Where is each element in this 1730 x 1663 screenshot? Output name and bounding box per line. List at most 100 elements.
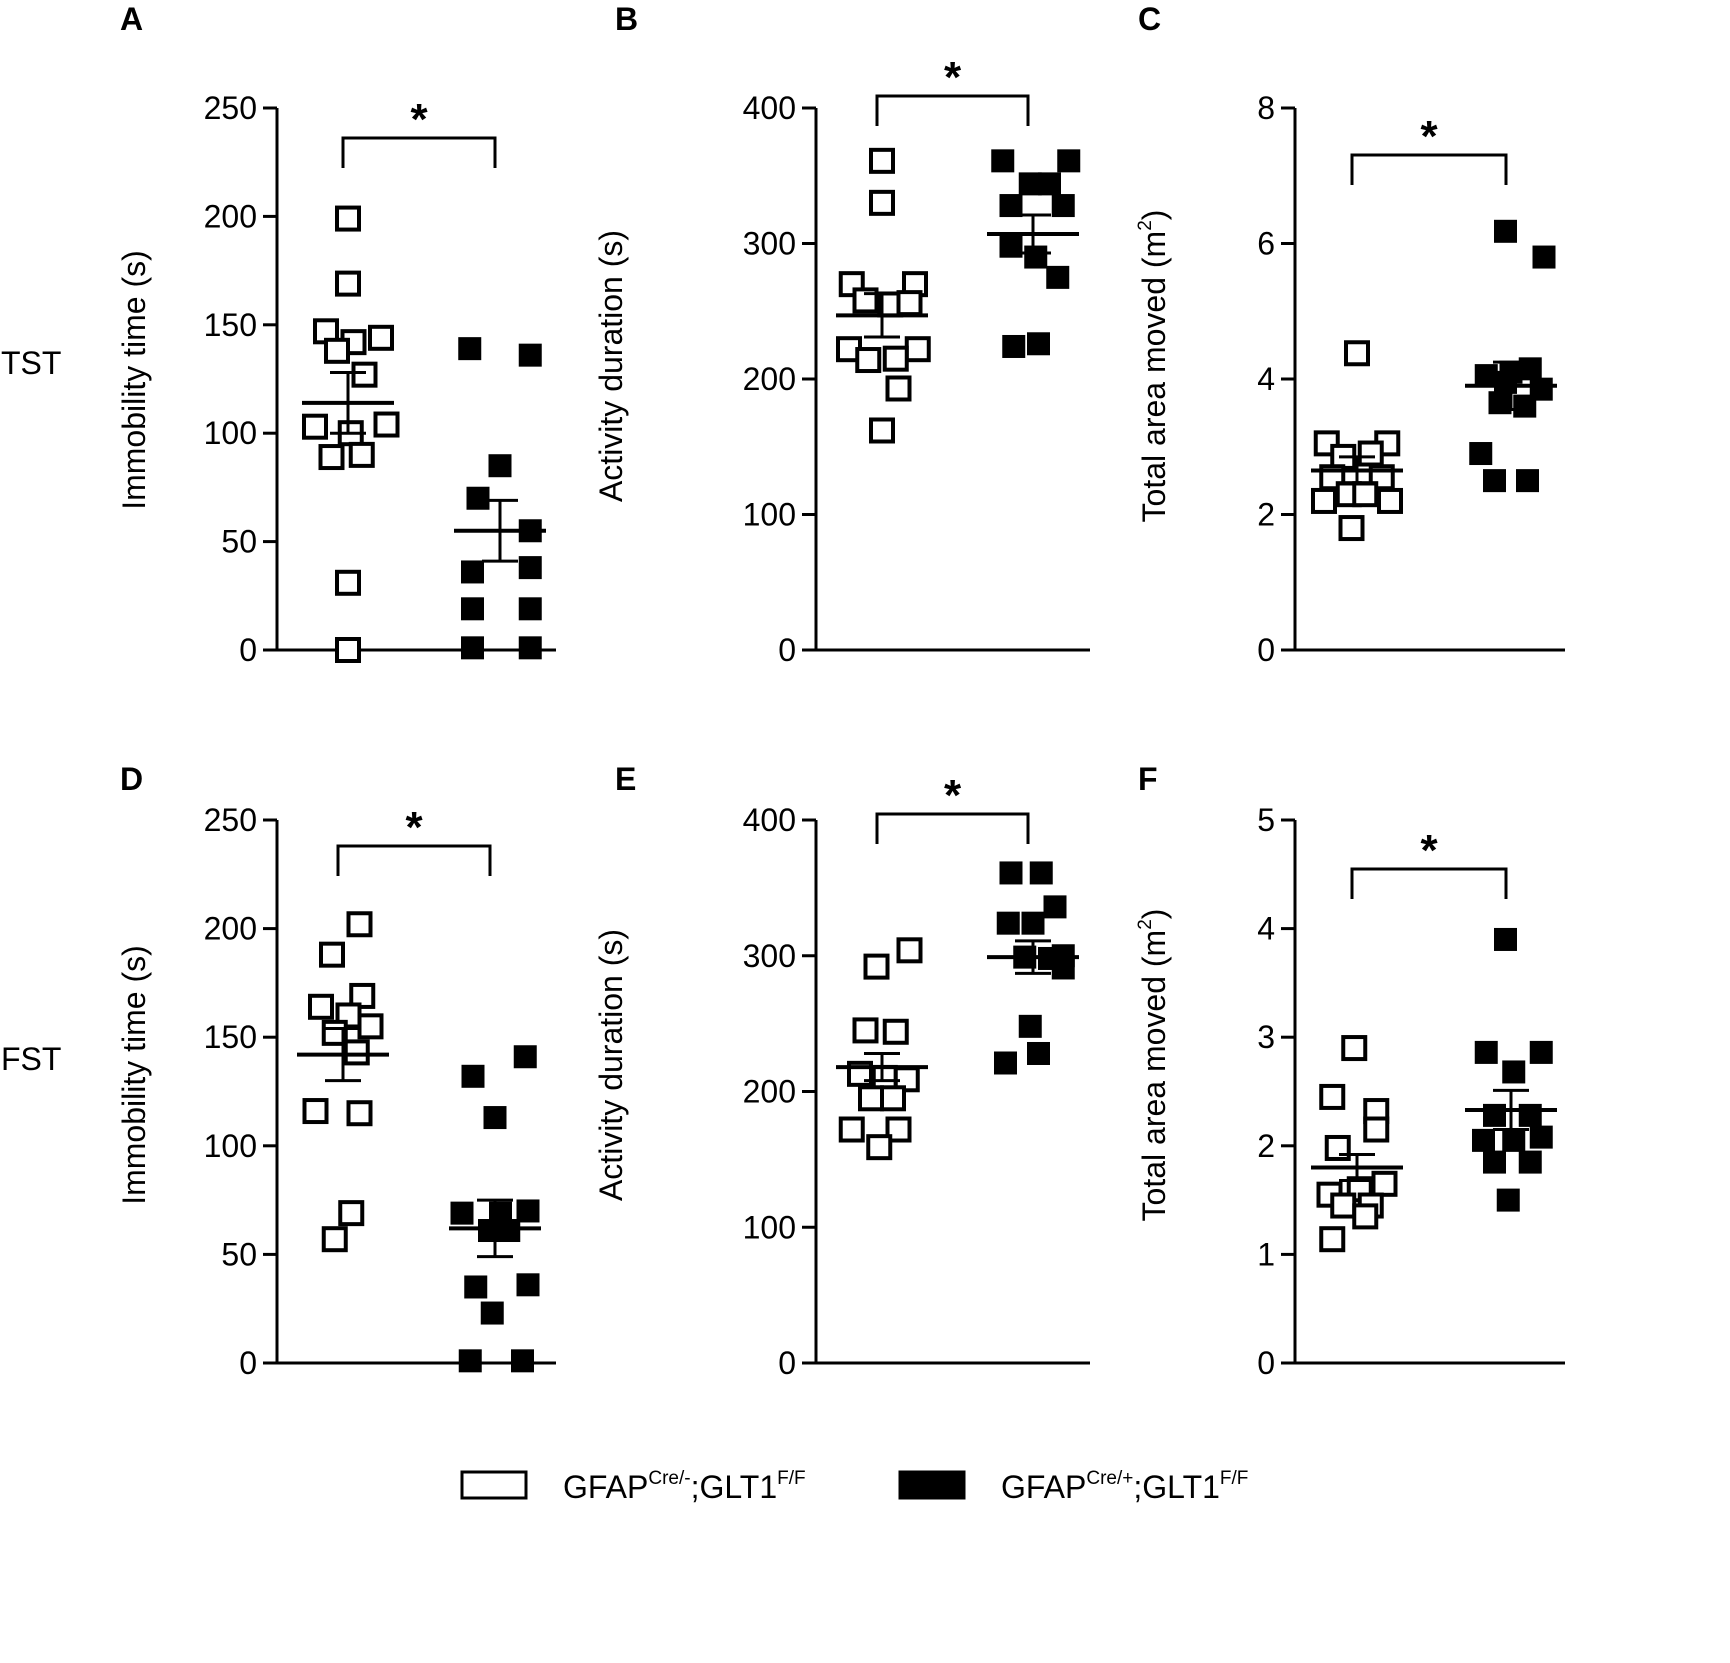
data-point — [308, 993, 334, 1020]
y-tick-label: 100 — [743, 1209, 796, 1245]
significance-star: * — [944, 771, 962, 820]
data-point — [458, 337, 482, 361]
data-point — [1338, 515, 1365, 542]
series-mutant — [1465, 219, 1557, 493]
data-point — [324, 337, 350, 364]
data-point — [478, 1219, 501, 1243]
legend-swatch-mutant — [898, 1470, 966, 1500]
data-point — [1377, 487, 1403, 514]
series-mutant — [449, 1045, 541, 1373]
data-point — [885, 375, 912, 402]
y-tick-label: 2 — [1257, 1128, 1275, 1164]
data-point — [1319, 1083, 1346, 1110]
significance-star: * — [1420, 826, 1438, 875]
y-tick-label: 200 — [743, 361, 796, 397]
data-point — [885, 1116, 912, 1143]
data-point — [1516, 469, 1539, 493]
y-tick-label: 50 — [221, 1236, 257, 1272]
data-point — [346, 1100, 373, 1127]
y-tick-label: 300 — [743, 226, 796, 262]
data-point — [343, 1039, 370, 1066]
data-point — [999, 861, 1023, 885]
data-point — [1021, 911, 1045, 935]
data-point — [1311, 487, 1337, 514]
y-tick-label: 3 — [1257, 1019, 1275, 1055]
data-point — [302, 1098, 329, 1125]
data-point — [1018, 1014, 1042, 1038]
series-control — [1311, 340, 1403, 542]
significance-bracket — [341, 136, 497, 168]
data-point — [1483, 1103, 1506, 1127]
data-point — [516, 1273, 540, 1297]
data-point — [461, 636, 484, 660]
data-point — [518, 597, 542, 621]
y-tick-label: 0 — [778, 1345, 796, 1381]
data-point — [1474, 1040, 1498, 1064]
data-point — [518, 343, 542, 367]
y-label-text: Total area moved (m — [1136, 930, 1172, 1222]
data-point — [318, 444, 345, 471]
data-point — [1494, 219, 1517, 243]
data-point — [351, 361, 378, 388]
data-point — [880, 1085, 906, 1112]
data-point — [1513, 394, 1537, 418]
y-tick-label: 4 — [1257, 911, 1275, 947]
data-point — [999, 194, 1023, 218]
data-point — [338, 1200, 365, 1227]
data-point — [991, 149, 1015, 173]
data-point — [882, 1018, 909, 1045]
data-point — [1029, 861, 1053, 885]
significance-star: * — [405, 803, 423, 852]
series-mutant — [1465, 927, 1557, 1212]
row-label-fst: FST — [1, 1041, 61, 1077]
data-point — [1502, 1128, 1526, 1152]
data-point — [1496, 1188, 1520, 1212]
data-point — [1051, 194, 1075, 218]
data-point — [852, 1017, 879, 1044]
data-point — [1357, 440, 1384, 467]
data-point — [488, 454, 512, 478]
data-point — [866, 1134, 893, 1161]
data-point — [1344, 340, 1370, 367]
series-control — [302, 205, 400, 663]
data-point — [335, 637, 361, 663]
data-point — [896, 937, 923, 964]
data-point — [483, 1106, 507, 1130]
y-tick-label: 200 — [743, 1074, 796, 1110]
panel-b: B 0 100 200 300 400 Activity duration (s) * — [593, 1, 1090, 668]
y-tick-label: 0 — [239, 632, 257, 668]
data-point — [511, 1349, 534, 1373]
data-point — [994, 1051, 1017, 1075]
data-point — [858, 1085, 884, 1112]
data-point — [1529, 1125, 1553, 1149]
data-point — [1494, 370, 1517, 394]
series-control — [836, 147, 931, 444]
data-point — [869, 147, 895, 174]
data-point — [1051, 956, 1075, 980]
data-point — [1038, 172, 1061, 196]
y-tick-label: 0 — [1257, 1345, 1275, 1381]
panel-letter: C — [1138, 1, 1161, 37]
figure: TST FST A 0 50 100 150 200 250 Immobility time … — [1, 1, 1565, 1505]
data-point — [349, 982, 376, 1009]
data-point — [319, 941, 345, 968]
data-point — [1352, 481, 1379, 508]
panel-d: D 0 50 100 150 200 250 Immobility time (s) * — [116, 761, 556, 1381]
series-mutant — [454, 337, 546, 660]
y-label-superscript: 2 — [1135, 919, 1156, 930]
data-point — [1027, 332, 1050, 356]
series-control — [1311, 1035, 1403, 1253]
data-point — [373, 411, 400, 438]
y-label-superscript: 2 — [1135, 220, 1156, 231]
y-tick-label: 100 — [204, 1128, 257, 1164]
data-point — [1043, 895, 1067, 919]
data-point — [518, 556, 542, 580]
data-point — [357, 1013, 384, 1040]
data-point — [1057, 149, 1081, 173]
y-tick-label: 4 — [1257, 361, 1275, 397]
data-point — [1494, 927, 1517, 951]
data-point — [838, 1116, 865, 1143]
y-label-text: ) — [1136, 909, 1172, 920]
